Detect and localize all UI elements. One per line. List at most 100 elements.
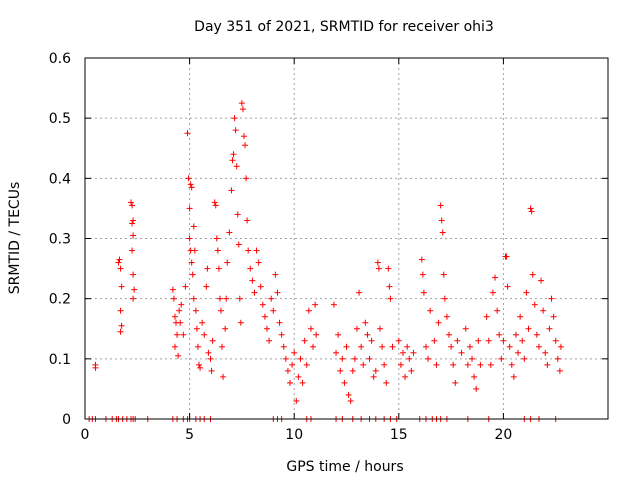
data-point [188, 184, 195, 191]
x-tick-label: 10 [285, 427, 303, 443]
data-point [184, 130, 191, 137]
data-point [178, 301, 185, 308]
data-point [230, 151, 237, 158]
data-point [235, 241, 242, 248]
y-tick-label: 0.2 [49, 292, 71, 308]
data-point [189, 271, 196, 278]
data-point [239, 106, 246, 113]
data-point [211, 199, 218, 206]
data-point [542, 349, 549, 356]
data-point [333, 349, 340, 356]
data-point [259, 301, 266, 308]
data-point [402, 373, 409, 380]
data-point [291, 349, 298, 356]
data-point [224, 259, 231, 266]
data-point [483, 313, 490, 320]
data-point [171, 313, 178, 320]
data-point [274, 289, 281, 296]
data-point [115, 259, 122, 266]
data-point [301, 337, 308, 344]
data-point [404, 343, 411, 350]
data-point [212, 202, 219, 209]
data-point [535, 343, 542, 350]
data-point [213, 235, 220, 242]
y-tick-label: 0.4 [49, 171, 71, 187]
data-point [375, 265, 382, 272]
data-point [364, 331, 371, 338]
data-point [289, 361, 296, 368]
data-point [261, 313, 268, 320]
data-point [492, 274, 499, 281]
data-point [438, 217, 445, 224]
data-point [358, 343, 365, 350]
data-point [201, 331, 208, 338]
data-point [268, 295, 275, 302]
data-point [203, 283, 210, 290]
data-point [376, 325, 383, 332]
x-tick-label: 5 [185, 427, 194, 443]
data-point [339, 355, 346, 362]
data-point [446, 331, 453, 338]
data-point [519, 337, 526, 344]
data-point [473, 385, 480, 392]
data-point [345, 391, 352, 398]
data-point [92, 364, 99, 371]
data-point [485, 337, 492, 344]
x-tick-label: 0 [81, 427, 90, 443]
data-point [237, 319, 244, 326]
data-point [528, 208, 535, 215]
data-point [297, 355, 304, 362]
data-point [220, 373, 227, 380]
grid-layer [85, 58, 608, 419]
data-point [439, 229, 446, 236]
data-point [525, 325, 532, 332]
data-point [129, 220, 136, 227]
data-point [194, 343, 201, 350]
data-point [282, 355, 289, 362]
data-point [437, 202, 444, 209]
data-point [118, 283, 125, 290]
data-point [347, 397, 354, 404]
data-point [205, 349, 212, 356]
data-point [383, 379, 390, 386]
data-point [190, 223, 197, 230]
data-point [307, 325, 314, 332]
data-point [523, 289, 530, 296]
data-point [427, 307, 434, 314]
data-point [425, 355, 432, 362]
data-point [498, 355, 505, 362]
x-tick-label: 15 [390, 427, 408, 443]
data-point [512, 331, 519, 338]
data-point [185, 175, 192, 182]
data-point [440, 271, 447, 278]
data-point [418, 256, 425, 263]
data-point [129, 202, 136, 209]
data-point [435, 319, 442, 326]
data-point [546, 325, 553, 332]
data-point [130, 271, 137, 278]
data-point [464, 361, 471, 368]
data-point [462, 325, 469, 332]
data-point [508, 361, 515, 368]
data-point [187, 181, 194, 188]
data-point [191, 247, 198, 254]
x-tick-label: 20 [494, 427, 512, 443]
data-point [448, 343, 455, 350]
data-point [177, 319, 184, 326]
data-point [196, 361, 203, 368]
data-point [422, 343, 429, 350]
data-point [257, 283, 264, 290]
data-point [238, 100, 245, 107]
data-point [170, 295, 177, 302]
data-point [557, 343, 564, 350]
data-point [209, 337, 216, 344]
data-point [504, 283, 511, 290]
data-point [471, 373, 478, 380]
data-point [389, 343, 396, 350]
data-point [406, 355, 413, 362]
data-point [169, 286, 176, 293]
data-point [548, 295, 555, 302]
data-point [431, 337, 438, 344]
data-point [199, 319, 206, 326]
